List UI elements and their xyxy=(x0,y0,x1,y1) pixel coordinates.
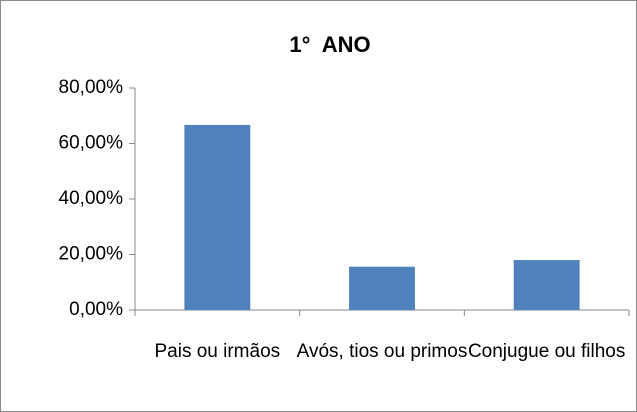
y-tick-label: 20,00% xyxy=(59,244,124,265)
y-tick-label: 80,00% xyxy=(59,77,124,98)
x-tick-label-box: Conjugue ou filhos xyxy=(467,341,626,362)
y-tick-label: 60,00% xyxy=(59,133,124,154)
x-tick-label: Pais ou irmãos xyxy=(154,341,281,362)
bar xyxy=(349,266,415,310)
bar xyxy=(513,260,580,310)
y-tick-label: 40,00% xyxy=(59,188,124,209)
y-tick-label: 0,00% xyxy=(69,299,123,320)
chart-title: 1° ANO xyxy=(289,32,370,57)
bar xyxy=(184,124,251,310)
x-tick-label-box: Pais ou irmãos xyxy=(154,341,281,362)
x-tick-label: Conjugue ou filhos xyxy=(467,341,626,362)
x-tick-label-box: Avós, tios ou primos xyxy=(296,341,468,362)
x-tick-label: Avós, tios ou primos xyxy=(296,341,468,362)
